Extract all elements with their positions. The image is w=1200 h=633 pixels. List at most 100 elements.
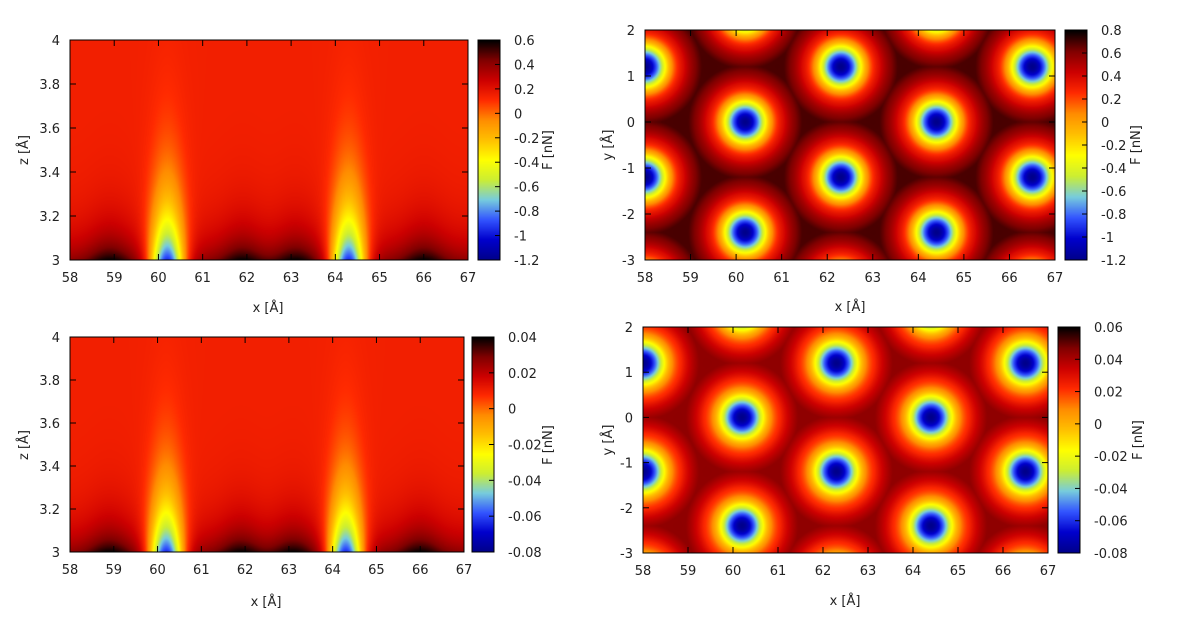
y-axis-label: y [Å]	[600, 425, 616, 456]
plot-frame-1	[69, 39, 469, 261]
x-axis-label: x [Å]	[835, 299, 866, 315]
x-tick-label: 66	[412, 563, 429, 578]
y-tick-label: 0	[625, 411, 633, 426]
y-tick-label: 1	[627, 70, 635, 85]
colorbar-tick-label: 0.04	[508, 331, 537, 346]
colorbar-tick-label: 0.02	[508, 367, 537, 382]
colorbar-tick-label: -1	[514, 230, 527, 245]
colorbar-tick-label: 0.4	[514, 58, 535, 73]
colorbar-tick-label: -0.04	[1094, 482, 1128, 497]
colorbar-label: F [nN]	[1131, 420, 1146, 460]
x-tick-label: 65	[950, 564, 967, 579]
colorbar-tick-label: -0.8	[1101, 208, 1126, 223]
y-tick-label: 3.6	[39, 122, 60, 137]
x-tick-label: 64	[910, 271, 927, 286]
x-tick-label: 65	[371, 271, 388, 286]
x-tick-label: 58	[62, 271, 79, 286]
y-tick-label: 3.8	[39, 78, 60, 93]
y-tick-label: -1	[622, 162, 635, 177]
x-tick-label: 60	[725, 564, 742, 579]
colorbar-tick-label: -0.06	[1094, 515, 1128, 530]
x-tick-label: 64	[327, 271, 344, 286]
y-tick-label: 1	[625, 366, 633, 381]
x-tick-label: 59	[106, 271, 123, 286]
colorbar-tick-label: -0.08	[508, 546, 542, 561]
x-tick-label: 62	[819, 271, 836, 286]
heatmap-image-1	[70, 40, 468, 260]
x-tick-label: 60	[728, 271, 745, 286]
y-tick-label: 3.4	[39, 166, 60, 181]
y-tick-label: 4	[52, 331, 60, 346]
colorbar-tick-label: -0.06	[508, 510, 542, 525]
x-tick-label: 67	[1040, 564, 1057, 579]
x-tick-label: 62	[239, 271, 256, 286]
x-tick-label: 67	[456, 563, 473, 578]
y-tick-label: 2	[627, 24, 635, 39]
plot-frame-4	[642, 326, 1049, 554]
y-tick-label: 0	[627, 116, 635, 131]
colorbar-tick-label: 0	[1094, 418, 1102, 433]
colorbar-tick-label: -0.4	[1101, 162, 1126, 177]
x-axis-label: x [Å]	[830, 593, 861, 609]
x-tick-label: 59	[106, 563, 123, 578]
colorbar-tick-label: 0.06	[1094, 321, 1123, 336]
heatmap-image-2	[645, 30, 1055, 260]
colorbar-label: F [nN]	[541, 425, 556, 465]
x-tick-label: 63	[283, 271, 300, 286]
y-tick-label: -3	[622, 254, 635, 269]
colorbar-1	[478, 40, 500, 260]
colorbar-tick-label: -0.4	[514, 156, 539, 171]
y-tick-label: 3.2	[39, 210, 60, 225]
x-tick-label: 65	[956, 271, 973, 286]
x-tick-label: 60	[150, 271, 167, 286]
y-tick-label: -2	[622, 208, 635, 223]
colorbar-tick-label: 0.8	[1101, 24, 1122, 39]
heatmap-image-3	[70, 337, 464, 552]
x-tick-label: 62	[237, 563, 254, 578]
x-tick-label: 63	[860, 564, 877, 579]
x-tick-label: 67	[1047, 271, 1064, 286]
x-tick-label: 66	[1001, 271, 1018, 286]
colorbar-tick-label: -0.8	[514, 205, 539, 220]
x-tick-label: 64	[905, 564, 922, 579]
colorbar-label: F [nN]	[1129, 125, 1144, 165]
colorbar-label: F [nN]	[541, 130, 556, 170]
x-tick-label: 63	[865, 271, 882, 286]
y-tick-label: -1	[620, 457, 633, 472]
colorbar-frame	[1057, 326, 1081, 554]
y-tick-label: 3	[52, 546, 60, 561]
x-tick-label: 59	[680, 564, 697, 579]
y-axis-label: z [Å]	[16, 135, 32, 165]
x-tick-label: 58	[635, 564, 652, 579]
x-tick-label: 66	[995, 564, 1012, 579]
colorbar-2	[1065, 30, 1087, 260]
colorbar-tick-label: -1	[1101, 231, 1114, 246]
colorbar-tick-label: 0.6	[514, 34, 535, 49]
y-tick-label: 3.6	[39, 417, 60, 432]
x-tick-label: 63	[281, 563, 298, 578]
colorbar-tick-label: -0.02	[1094, 450, 1128, 465]
x-axis-label: x [Å]	[251, 594, 282, 610]
x-tick-label: 66	[416, 271, 433, 286]
x-tick-label: 61	[773, 271, 790, 286]
y-tick-label: 3.4	[39, 460, 60, 475]
x-tick-label: 61	[770, 564, 787, 579]
colorbar-tick-label: -0.04	[508, 474, 542, 489]
heatmap-image-4	[643, 327, 1048, 553]
colorbar-tick-label: 0	[514, 107, 522, 122]
colorbar-tick-label: 0	[508, 403, 516, 418]
plot-frame-3	[69, 336, 465, 553]
colorbar-tick-label: 0.6	[1101, 47, 1122, 62]
colorbar-3	[472, 337, 494, 552]
colorbar-tick-label: 0.2	[1101, 93, 1122, 108]
y-axis-label: z [Å]	[16, 430, 32, 460]
y-axis-label: y [Å]	[600, 130, 616, 161]
colorbar-tick-label: -0.6	[1101, 185, 1126, 200]
x-axis-label: x [Å]	[253, 300, 284, 316]
x-tick-label: 67	[460, 271, 477, 286]
y-tick-label: -2	[620, 502, 633, 517]
x-tick-label: 61	[193, 563, 210, 578]
colorbar-tick-label: 0.02	[1094, 386, 1123, 401]
colorbar-tick-label: -0.6	[514, 181, 539, 196]
